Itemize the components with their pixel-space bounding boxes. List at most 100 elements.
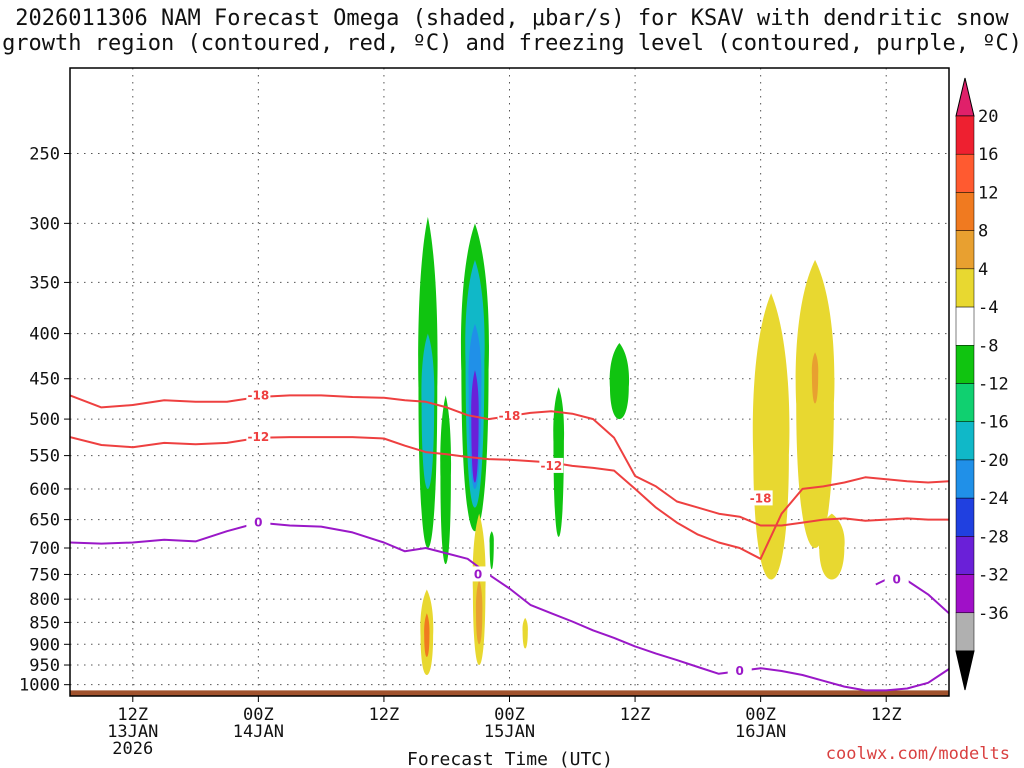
contour-label-bg: [466, 566, 491, 582]
y-tick-label: 650: [29, 511, 60, 531]
omega-contour-pos8: [475, 579, 483, 645]
x-tick-label: 00Z: [494, 705, 525, 725]
contour-label-bg: [748, 490, 773, 506]
y-tick-label: 500: [29, 410, 60, 430]
x-tick-label: 16JAN: [735, 722, 786, 742]
x-tick-label: 00Z: [243, 705, 274, 725]
contour-label: -12: [541, 459, 563, 473]
x-tick-label: 15JAN: [484, 722, 535, 742]
colorbar-label: -32: [978, 566, 1009, 586]
y-tick-label: 550: [29, 447, 60, 467]
omega-contour-pos4: [795, 259, 835, 549]
omega-contour-neg24: [471, 370, 479, 483]
x-tick-label: 2026: [112, 739, 153, 759]
x-tick-label: 12Z: [871, 705, 902, 725]
terrain: [70, 690, 949, 696]
y-tick-label: 300: [29, 214, 60, 234]
y-tick-label: 400: [29, 325, 60, 345]
colorbar-label: 4: [978, 260, 988, 280]
omega-contour-pos8: [811, 352, 819, 404]
colorbar-label: -16: [978, 413, 1009, 433]
contour-label: -12: [248, 430, 270, 444]
colorbar-swatch: [955, 153, 975, 193]
chart-title-line-1: 2026011306 NAM Forecast Omega (shaded, μ…: [15, 6, 1009, 31]
y-tick-label: 700: [29, 539, 60, 559]
colorbar-top-arrow: [955, 77, 975, 117]
contour-label-bg: [539, 457, 564, 473]
y-tick-label: 1000: [19, 676, 60, 696]
x-axis-label: Forecast Time (UTC): [407, 749, 613, 768]
colorbar-bottom-arrow: [955, 650, 975, 691]
colorbar-label: -8: [978, 336, 998, 356]
chart-title-line-2: growth region (contoured, red, ºC) and f…: [2, 31, 1022, 56]
y-axis: 250 300 350 400 450 500 550 600 650 700 750 800 850 9…: [19, 144, 70, 696]
contour-label: 0: [474, 567, 482, 581]
y-tick-label: 350: [29, 273, 60, 293]
y-tick-label: 800: [29, 590, 60, 610]
colorbar-swatch: [955, 612, 975, 652]
y-tick-label: 600: [29, 480, 60, 500]
colorbar-swatch: [955, 459, 975, 499]
colorbar-label: -36: [978, 604, 1009, 624]
colorbar-label: -12: [978, 375, 1009, 395]
contour-label: -18: [750, 491, 772, 505]
y-tick-label: 250: [29, 144, 60, 164]
contour-label: -18: [499, 409, 521, 423]
contour-label-bg: [246, 514, 271, 530]
freezing-level-line: [70, 521, 949, 692]
omega-contour-neg8: [489, 531, 494, 570]
contour-label-bg: [884, 571, 909, 587]
contour-label: 0: [736, 664, 744, 678]
contour-label-bg: [497, 408, 522, 424]
chart-title: 2026011306 NAM Forecast Omega (shaded, μ…: [0, 6, 1024, 56]
x-tick-label: 00Z: [745, 705, 776, 725]
colorbar: 20 16 12 8 4 -4 -8 -12 -16 -20 -24 -28 -32 -36: [955, 77, 1009, 691]
omega-contour-neg12: [421, 333, 435, 489]
colorbar-swatch: [955, 421, 975, 461]
colorbar-swatch: [955, 345, 975, 384]
colorbar-label: -4: [978, 298, 998, 318]
colorbar-label: -24: [978, 489, 1009, 509]
colorbar-label: 8: [978, 222, 988, 242]
contour-label: 0: [254, 516, 262, 530]
x-tick-label: 13JAN: [107, 722, 158, 742]
omega-contour-neg8: [440, 395, 452, 565]
omega-shading: [418, 216, 845, 675]
colorbar-swatch: [955, 115, 975, 155]
colorbar-label: -28: [978, 527, 1009, 547]
x-tick-label: 12Z: [620, 705, 651, 725]
colorbar-swatch: [955, 230, 975, 270]
colorbar-swatch: [955, 268, 975, 308]
colorbar-swatch: [955, 306, 975, 346]
omega-contour-pos4: [752, 293, 790, 580]
colorbar-swatch: [955, 192, 975, 231]
colorbar-label: -20: [978, 451, 1009, 471]
colorbar-label: 20: [978, 107, 998, 127]
x-tick-label: 12Z: [369, 705, 400, 725]
contour-label-bg: [246, 387, 271, 403]
contour-label: 0: [892, 573, 900, 587]
omega-contour-neg8: [609, 343, 630, 420]
contour-label-bg: [246, 429, 271, 445]
colorbar-swatch: [955, 536, 975, 575]
x-tick-label: 14JAN: [233, 722, 284, 742]
y-tick-label: 450: [29, 370, 60, 390]
y-tick-label: 850: [29, 613, 60, 633]
x-tick-label: 12Z: [117, 705, 148, 725]
colorbar-swatch: [955, 497, 975, 537]
credit-text: coolwx.com/modelts: [825, 744, 1010, 764]
omega-contour-pos4: [818, 513, 845, 580]
contour-label-bg: [727, 663, 752, 679]
y-tick-label: 750: [29, 565, 60, 585]
omega-contour-pos12: [424, 613, 430, 657]
colorbar-swatch: [955, 574, 975, 614]
y-tick-label: 950: [29, 656, 60, 676]
colorbar-swatch: [955, 383, 975, 422]
colorbar-label: 16: [978, 145, 998, 165]
contour-labels: -18 -18 -18 -12 -12 0 0 0 0: [246, 387, 909, 679]
omega-contour-pos4: [522, 617, 528, 649]
terrain-fill: [70, 690, 949, 696]
colorbar-label: 12: [978, 183, 998, 203]
